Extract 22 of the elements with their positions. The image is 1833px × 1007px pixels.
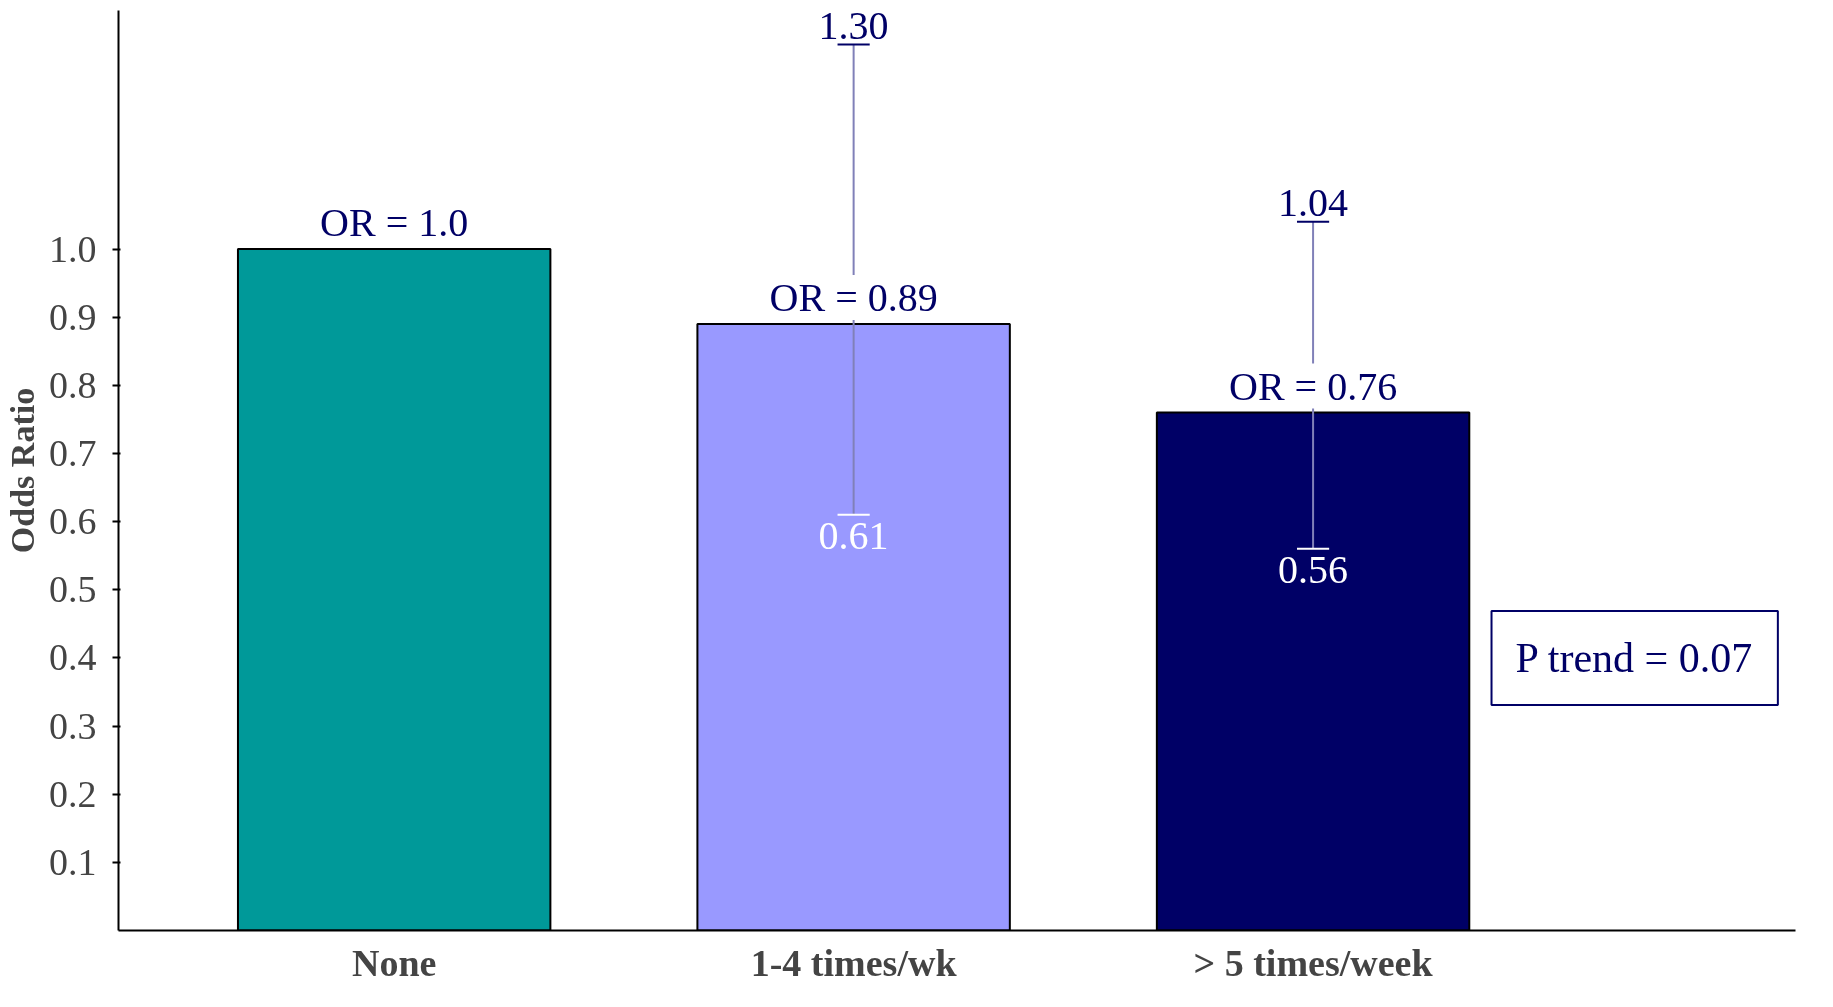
y-tick-label: 0.5	[49, 568, 97, 611]
y-tick-label: 0.4	[49, 636, 97, 679]
y-tick-label: 0.9	[49, 295, 97, 338]
data-label: OR = 1.0	[320, 200, 469, 246]
y-tick-label: 0.6	[49, 500, 97, 543]
y-tick-label: 0.7	[49, 431, 97, 474]
annotation: 1.30	[818, 2, 889, 48]
x-tick-label: 1-4 times/wk	[750, 941, 958, 984]
annotation: 0.56	[1278, 546, 1349, 592]
y-tick-label: 0.3	[49, 704, 97, 747]
x-tick-label: > 5 times/week	[1193, 941, 1434, 984]
y-tick-label: 0.2	[49, 772, 97, 815]
data-label: OR = 0.89	[769, 274, 938, 320]
data-label: OR = 0.76	[1229, 363, 1398, 409]
y-tick-label: 1.0	[49, 227, 97, 270]
y-axis-title: Odds Ratio	[4, 387, 41, 554]
y-tick-label: 0.8	[49, 363, 97, 406]
annotation: P trend = 0.07	[1515, 634, 1753, 681]
x-tick-label: None	[351, 941, 437, 984]
annotation: 0.61	[818, 512, 889, 558]
y-tick-label: 0.1	[49, 840, 97, 883]
annotation: 1.04	[1278, 179, 1349, 225]
